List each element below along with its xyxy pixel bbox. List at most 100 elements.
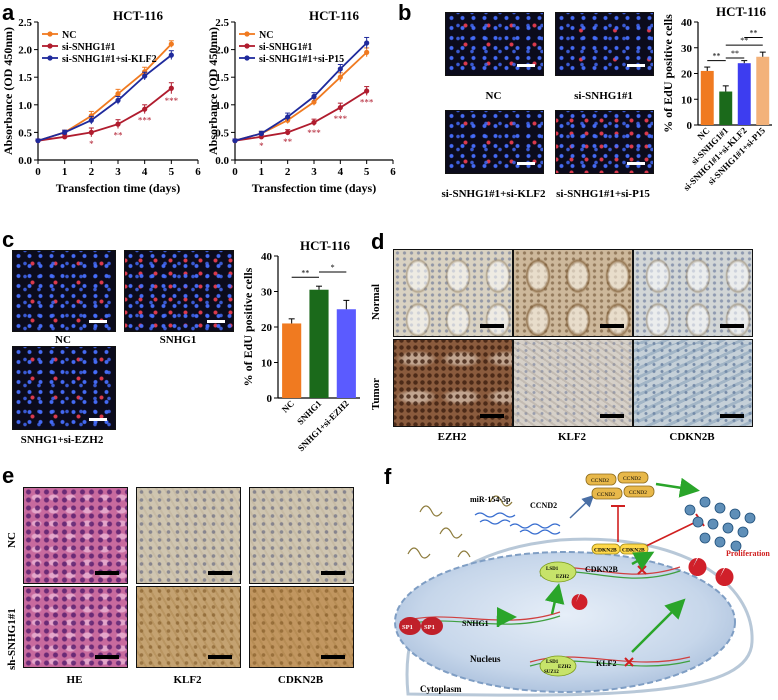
transcription-arrow: [631, 551, 655, 571]
scale-bar: [480, 414, 504, 418]
data-point: [311, 99, 317, 105]
significance-mark: **: [713, 52, 721, 61]
y-axis-label: Absorbance (OD 450nm): [1, 27, 15, 155]
proliferation-label: Proliferation: [726, 549, 770, 558]
edu-image-b-si-klf2: [445, 110, 544, 174]
significance-mark: *: [331, 263, 335, 272]
scale-bar: [720, 414, 744, 418]
bar: [336, 309, 356, 398]
chart-title: HCT-116: [300, 238, 351, 253]
significance-mark: *: [89, 139, 94, 149]
chart-title: HCT-116: [309, 8, 360, 23]
data-point: [364, 49, 370, 55]
suz12-label: SUZ12: [544, 670, 559, 675]
data-point: [337, 74, 343, 80]
x-tick-label: 1: [62, 166, 68, 178]
y-tick-label: 20: [681, 69, 693, 81]
legend-marker: [47, 55, 53, 61]
cdkn2b-gene-label: CDKN2B: [585, 565, 619, 574]
y-tick-label: 0: [687, 120, 693, 132]
data-point: [364, 40, 370, 46]
panel-label-b: b: [398, 0, 412, 25]
data-point: [115, 121, 121, 127]
panel-label-e: e: [2, 463, 15, 488]
bar-chart-c: 0 10 20 30 40 % of EdU positive cells HCT-116 N…: [241, 238, 360, 453]
series-line: [37, 54, 172, 142]
bar: [737, 63, 751, 125]
scale-bar: [95, 655, 119, 659]
block-mark: [624, 657, 634, 667]
image-label: NC: [55, 334, 71, 346]
series-line: [234, 42, 368, 142]
x-tick-label: 6: [390, 166, 396, 178]
line-chart-a-left: 0 1 2 3 4 5 6 0.0 0.5 1.0 1.5 2.0 2.5 Transfection ti…: [1, 8, 201, 195]
image-label: SNHG1+si-EZH2: [20, 434, 104, 446]
y-tick-label: 40: [681, 17, 693, 29]
prc2-complex-lower: LSD1 EZH2 SUZ12: [539, 655, 577, 677]
column-label: EZH2: [437, 431, 467, 443]
y-tick-label: 1.5: [18, 72, 32, 84]
significance-mark: ***: [360, 97, 374, 107]
ccnd2-box-label: CCND2: [623, 476, 641, 482]
inhibit-line: [641, 519, 701, 549]
y-tick-label: 30: [681, 43, 693, 55]
ihc-image-normal-ezh2: [393, 249, 513, 337]
y-tick-label: 1.5: [215, 72, 229, 84]
significance-mark: ***: [334, 114, 348, 124]
image-label: si-SNHG1#1+si-P15: [556, 188, 650, 200]
data-point: [88, 113, 94, 119]
sp1-complex: SP1 SP1: [399, 617, 443, 635]
y-tick-label: 2.5: [215, 17, 229, 29]
y-tick-label: 0.5: [18, 127, 32, 139]
x-axis-label: Transfection time (days): [252, 181, 376, 195]
edu-image-c-si-ezh2: [12, 346, 116, 430]
legend-label: NC: [259, 30, 273, 41]
data-point: [285, 129, 291, 135]
edu-image-b-nc: [445, 12, 544, 76]
mrna-strand: [519, 529, 561, 535]
row-label-sh-snhg1: sh-SNHG1#1: [6, 608, 18, 670]
image-label: si-SNHG1#1+si-KLF2: [441, 188, 546, 200]
y-axis-label: % of EdU positive cells: [661, 14, 675, 133]
legend-label: NC: [62, 30, 76, 41]
significance-mark: ***: [165, 96, 179, 106]
bar: [719, 91, 733, 125]
y-tick-label: 1.0: [215, 100, 229, 112]
ezh2-label: EZH2: [556, 575, 570, 580]
data-point: [142, 106, 148, 112]
prc2-complex-upper: LSD1 EZH2: [539, 561, 577, 583]
mirna-strand: [479, 519, 511, 525]
x-tick-label: 4: [338, 166, 344, 178]
bar: [700, 70, 714, 125]
edu-image-c-nc: [12, 250, 116, 332]
chart-title: HCT-116: [113, 8, 164, 23]
data-point: [88, 129, 94, 135]
data-point: [311, 93, 317, 100]
data-point: [285, 114, 291, 120]
significance-mark: **: [740, 36, 748, 45]
scale-bar: [207, 320, 225, 323]
data-point: [115, 97, 121, 103]
data-point: [337, 104, 343, 111]
row-label-normal: Normal: [370, 283, 382, 320]
ihc-image-sh-snhg1-cdkn2b: [249, 586, 354, 668]
scale-bar: [600, 324, 624, 328]
y-tick-label: 10: [261, 358, 273, 370]
data-point: [364, 88, 370, 94]
scale-bar: [720, 324, 744, 328]
data-point: [142, 69, 148, 75]
panel-label-a: a: [2, 0, 15, 25]
y-tick-label: 0.0: [18, 155, 32, 167]
klf2-gene-label: KLF2: [596, 659, 616, 668]
scale-bar: [517, 64, 535, 67]
y-tick-label: 0.0: [215, 155, 229, 167]
edu-image-b-si-snhg1: [555, 12, 654, 76]
ihc-image-sh-snhg1-klf2: [136, 586, 241, 668]
legend-marker: [244, 31, 250, 37]
ccnd2-box-label: CCND2: [591, 478, 609, 484]
data-point: [88, 117, 94, 123]
data-point: [62, 134, 68, 140]
significance-mark: **: [283, 137, 293, 147]
scale-bar: [321, 655, 345, 659]
y-tick-label: 2.5: [18, 17, 32, 29]
